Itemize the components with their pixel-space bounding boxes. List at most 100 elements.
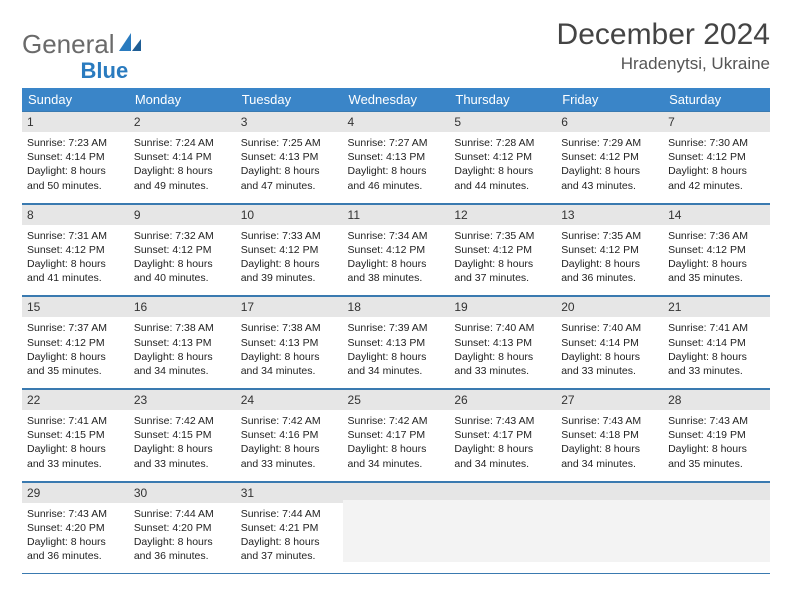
day-cell: 7Sunrise: 7:30 AMSunset: 4:12 PMDaylight… xyxy=(663,111,770,203)
day-body: Sunrise: 7:32 AMSunset: 4:12 PMDaylight:… xyxy=(129,225,236,296)
day-number: 14 xyxy=(663,204,770,225)
day-body: Sunrise: 7:39 AMSunset: 4:13 PMDaylight:… xyxy=(343,317,450,388)
day-body: Sunrise: 7:43 AMSunset: 4:19 PMDaylight:… xyxy=(663,410,770,481)
day-body: Sunrise: 7:44 AMSunset: 4:20 PMDaylight:… xyxy=(129,503,236,574)
brand-name-a: General xyxy=(22,29,115,60)
month-title: December 2024 xyxy=(557,18,770,52)
day-number: 18 xyxy=(343,296,450,317)
day-body: Sunrise: 7:27 AMSunset: 4:13 PMDaylight:… xyxy=(343,132,450,203)
day-cell: 17Sunrise: 7:38 AMSunset: 4:13 PMDayligh… xyxy=(236,296,343,389)
day-cell: 25Sunrise: 7:42 AMSunset: 4:17 PMDayligh… xyxy=(343,389,450,482)
day-number: 30 xyxy=(129,482,236,503)
week-row: 29Sunrise: 7:43 AMSunset: 4:20 PMDayligh… xyxy=(22,481,770,574)
day-body: Sunrise: 7:40 AMSunset: 4:14 PMDaylight:… xyxy=(556,317,663,388)
day-body: Sunrise: 7:23 AMSunset: 4:14 PMDaylight:… xyxy=(22,132,129,203)
day-number: 20 xyxy=(556,296,663,317)
day-cell: 22Sunrise: 7:41 AMSunset: 4:15 PMDayligh… xyxy=(22,389,129,482)
day-body-empty xyxy=(663,500,770,562)
day-cell: 10Sunrise: 7:33 AMSunset: 4:12 PMDayligh… xyxy=(236,203,343,296)
day-cell: 21Sunrise: 7:41 AMSunset: 4:14 PMDayligh… xyxy=(663,296,770,389)
day-cell: 1Sunrise: 7:23 AMSunset: 4:14 PMDaylight… xyxy=(22,111,129,203)
day-body: Sunrise: 7:44 AMSunset: 4:21 PMDaylight:… xyxy=(236,503,343,574)
day-cell: 30Sunrise: 7:44 AMSunset: 4:20 PMDayligh… xyxy=(129,481,236,574)
day-body: Sunrise: 7:42 AMSunset: 4:15 PMDaylight:… xyxy=(129,410,236,481)
day-number: 15 xyxy=(22,296,129,317)
day-cell: 8Sunrise: 7:31 AMSunset: 4:12 PMDaylight… xyxy=(22,203,129,296)
day-cell: 29Sunrise: 7:43 AMSunset: 4:20 PMDayligh… xyxy=(22,481,129,574)
day-body-empty xyxy=(343,500,450,562)
day-number: 16 xyxy=(129,296,236,317)
day-number: 11 xyxy=(343,204,450,225)
day-body: Sunrise: 7:41 AMSunset: 4:14 PMDaylight:… xyxy=(663,317,770,388)
day-body-empty xyxy=(449,500,556,562)
day-number: 22 xyxy=(22,389,129,410)
day-number: 21 xyxy=(663,296,770,317)
dayhead-sun: Sunday xyxy=(22,88,129,111)
day-number-empty xyxy=(556,482,663,500)
day-cell: 5Sunrise: 7:28 AMSunset: 4:12 PMDaylight… xyxy=(449,111,556,203)
day-body: Sunrise: 7:43 AMSunset: 4:17 PMDaylight:… xyxy=(449,410,556,481)
day-body: Sunrise: 7:42 AMSunset: 4:16 PMDaylight:… xyxy=(236,410,343,481)
day-body: Sunrise: 7:34 AMSunset: 4:12 PMDaylight:… xyxy=(343,225,450,296)
day-cell: 12Sunrise: 7:35 AMSunset: 4:12 PMDayligh… xyxy=(449,203,556,296)
day-number: 5 xyxy=(449,111,556,132)
day-body: Sunrise: 7:25 AMSunset: 4:13 PMDaylight:… xyxy=(236,132,343,203)
day-number: 8 xyxy=(22,204,129,225)
week-row: 15Sunrise: 7:37 AMSunset: 4:12 PMDayligh… xyxy=(22,296,770,389)
day-number: 29 xyxy=(22,482,129,503)
day-number-empty xyxy=(449,482,556,500)
day-cell xyxy=(556,481,663,574)
week-row: 8Sunrise: 7:31 AMSunset: 4:12 PMDaylight… xyxy=(22,203,770,296)
day-number-empty xyxy=(343,482,450,500)
day-number: 2 xyxy=(129,111,236,132)
dayhead-thu: Thursday xyxy=(449,88,556,111)
day-number: 26 xyxy=(449,389,556,410)
day-cell: 15Sunrise: 7:37 AMSunset: 4:12 PMDayligh… xyxy=(22,296,129,389)
day-number: 27 xyxy=(556,389,663,410)
day-number: 19 xyxy=(449,296,556,317)
day-body: Sunrise: 7:41 AMSunset: 4:15 PMDaylight:… xyxy=(22,410,129,481)
day-body: Sunrise: 7:38 AMSunset: 4:13 PMDaylight:… xyxy=(236,317,343,388)
day-cell: 24Sunrise: 7:42 AMSunset: 4:16 PMDayligh… xyxy=(236,389,343,482)
day-body: Sunrise: 7:38 AMSunset: 4:13 PMDaylight:… xyxy=(129,317,236,388)
day-cell: 23Sunrise: 7:42 AMSunset: 4:15 PMDayligh… xyxy=(129,389,236,482)
day-cell xyxy=(343,481,450,574)
day-number: 10 xyxy=(236,204,343,225)
day-body: Sunrise: 7:35 AMSunset: 4:12 PMDaylight:… xyxy=(449,225,556,296)
day-cell: 6Sunrise: 7:29 AMSunset: 4:12 PMDaylight… xyxy=(556,111,663,203)
week-row: 22Sunrise: 7:41 AMSunset: 4:15 PMDayligh… xyxy=(22,389,770,482)
day-cell: 26Sunrise: 7:43 AMSunset: 4:17 PMDayligh… xyxy=(449,389,556,482)
calendar-table: Sunday Monday Tuesday Wednesday Thursday… xyxy=(22,88,770,574)
day-number: 4 xyxy=(343,111,450,132)
day-cell: 3Sunrise: 7:25 AMSunset: 4:13 PMDaylight… xyxy=(236,111,343,203)
day-cell: 9Sunrise: 7:32 AMSunset: 4:12 PMDaylight… xyxy=(129,203,236,296)
dayhead-sat: Saturday xyxy=(663,88,770,111)
day-number: 28 xyxy=(663,389,770,410)
day-body: Sunrise: 7:42 AMSunset: 4:17 PMDaylight:… xyxy=(343,410,450,481)
location-label: Hradenytsi, Ukraine xyxy=(557,54,770,74)
day-number-empty xyxy=(663,482,770,500)
day-cell: 16Sunrise: 7:38 AMSunset: 4:13 PMDayligh… xyxy=(129,296,236,389)
day-number: 17 xyxy=(236,296,343,317)
day-body: Sunrise: 7:37 AMSunset: 4:12 PMDaylight:… xyxy=(22,317,129,388)
day-cell: 19Sunrise: 7:40 AMSunset: 4:13 PMDayligh… xyxy=(449,296,556,389)
day-body: Sunrise: 7:40 AMSunset: 4:13 PMDaylight:… xyxy=(449,317,556,388)
day-number: 13 xyxy=(556,204,663,225)
day-number: 24 xyxy=(236,389,343,410)
day-number: 25 xyxy=(343,389,450,410)
sail-icon xyxy=(117,31,143,58)
day-header-row: Sunday Monday Tuesday Wednesday Thursday… xyxy=(22,88,770,111)
day-cell: 20Sunrise: 7:40 AMSunset: 4:14 PMDayligh… xyxy=(556,296,663,389)
day-number: 23 xyxy=(129,389,236,410)
day-cell: 18Sunrise: 7:39 AMSunset: 4:13 PMDayligh… xyxy=(343,296,450,389)
dayhead-tue: Tuesday xyxy=(236,88,343,111)
day-cell: 14Sunrise: 7:36 AMSunset: 4:12 PMDayligh… xyxy=(663,203,770,296)
day-cell: 31Sunrise: 7:44 AMSunset: 4:21 PMDayligh… xyxy=(236,481,343,574)
day-body: Sunrise: 7:31 AMSunset: 4:12 PMDaylight:… xyxy=(22,225,129,296)
day-cell: 13Sunrise: 7:35 AMSunset: 4:12 PMDayligh… xyxy=(556,203,663,296)
day-number: 6 xyxy=(556,111,663,132)
day-number: 3 xyxy=(236,111,343,132)
day-body: Sunrise: 7:30 AMSunset: 4:12 PMDaylight:… xyxy=(663,132,770,203)
day-number: 1 xyxy=(22,111,129,132)
brand-logo: General Blue xyxy=(22,18,128,70)
